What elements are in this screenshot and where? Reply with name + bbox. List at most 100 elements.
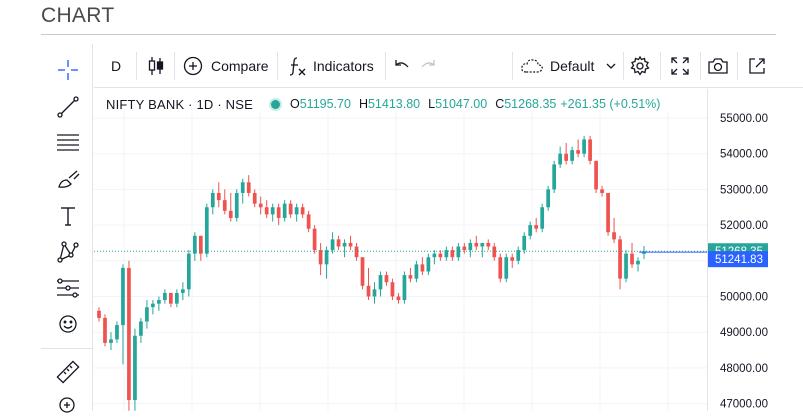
candle-body [612,232,616,240]
candle-body [396,296,401,301]
candle-body [294,207,299,215]
candle-body [498,257,503,279]
title-divider [41,34,776,35]
candle-body [306,214,311,229]
prediction-icon [57,278,79,298]
candle-body [594,160,598,190]
candle-body [516,250,521,261]
candle-body [312,228,317,251]
candle-body [264,207,269,215]
layout-label: Default [550,58,595,74]
zoom-in-tool[interactable] [54,392,82,420]
trend-line-tool[interactable] [54,93,82,121]
trend-line-icon [57,96,79,118]
crosshair-price-value: 51241.83 [715,254,763,266]
drawing-toolbar [41,44,93,413]
candle-body [222,200,227,211]
candle-body [258,203,263,208]
candle-body [480,242,485,247]
high-value: 51413.80 [367,97,421,111]
candle-body [576,150,580,154]
popout-button[interactable] [747,44,767,88]
close-value: 51268.35 [504,97,557,111]
market-status-dot[interactable] [270,99,280,109]
compare-button[interactable]: Compare [182,44,269,88]
emoji-icon [59,315,77,333]
emoji-tool[interactable] [54,310,82,338]
candle-body [402,275,407,301]
candlestick-chart[interactable]: 55000.0054000.0053000.0052000.0051000.00… [94,89,803,411]
candle-body [175,292,179,304]
toolbar-separator [700,52,701,80]
candle-body [390,282,395,297]
toolbar-separator [623,52,624,80]
price-axis-label: 48000.00 [720,363,768,375]
snapshot-button[interactable] [706,44,730,88]
chevron-down-icon [606,63,616,69]
candle-body [336,239,341,247]
crosshair-tool[interactable] [54,56,82,84]
candle-body [414,264,419,279]
measure-tool[interactable] [54,358,82,386]
candle-body [588,139,592,161]
candle-body [133,335,137,401]
candle-body [216,192,221,201]
symbol-label[interactable]: NIFTY BANK · 1D · NSE [106,96,253,112]
chart-pane[interactable]: 55000.0054000.0053000.0052000.0051000.00… [94,89,803,411]
candle-body [115,325,119,340]
interval-button[interactable]: D [111,58,122,74]
candle-body [354,246,359,258]
candle-body [198,235,203,254]
function-icon [289,57,306,76]
high-key: H [358,97,368,111]
candle-body [600,189,604,193]
zoom-in-icon [59,397,75,413]
candle-body [151,303,155,308]
settings-button[interactable] [629,44,651,88]
candle-body [528,225,533,236]
chart-type-button[interactable] [146,44,166,88]
candle-body [324,250,329,265]
candle-body [228,210,233,218]
text-tool-icon [61,207,75,226]
undo-icon [395,60,409,68]
candles-icon [148,57,164,75]
price-axis-label: 50000.00 [720,292,768,304]
candle-body [426,257,431,272]
text-tool[interactable] [54,202,82,230]
candle-body [378,275,383,290]
candle-body [97,310,101,318]
candle-body [462,246,467,251]
toolbar-separator [41,348,93,349]
toolbar-separator [737,52,738,80]
fib-tool[interactable] [54,129,82,157]
candle-body [163,292,167,301]
candle-body [192,235,197,254]
brush-icon [58,170,80,188]
candle-body [366,285,371,297]
candle-body [636,260,640,265]
price-axis-border [707,89,708,411]
candle-body [438,253,443,258]
candle-body [282,203,287,218]
prediction-tool[interactable] [54,274,82,302]
fullscreen-button[interactable] [670,44,690,88]
brush-tool[interactable] [54,166,82,194]
candle-body [408,275,413,279]
pattern-tool[interactable] [54,238,82,266]
candle-body [492,246,497,258]
layout-selector[interactable]: Default [520,44,618,88]
candle-body [169,292,173,304]
low-value: 51047.00 [435,97,488,111]
candle-body [630,253,634,265]
candle-body [456,246,461,258]
candle-body [204,207,209,254]
candle-body [474,242,479,247]
change-value: +261.35 (+0.51%) [560,97,661,111]
indicators-button[interactable]: Indicators [287,44,374,88]
undo-button[interactable] [393,44,411,88]
candle-body [240,182,245,193]
redo-button[interactable] [419,44,437,88]
candle-body [139,321,143,336]
candle-body [109,339,113,343]
